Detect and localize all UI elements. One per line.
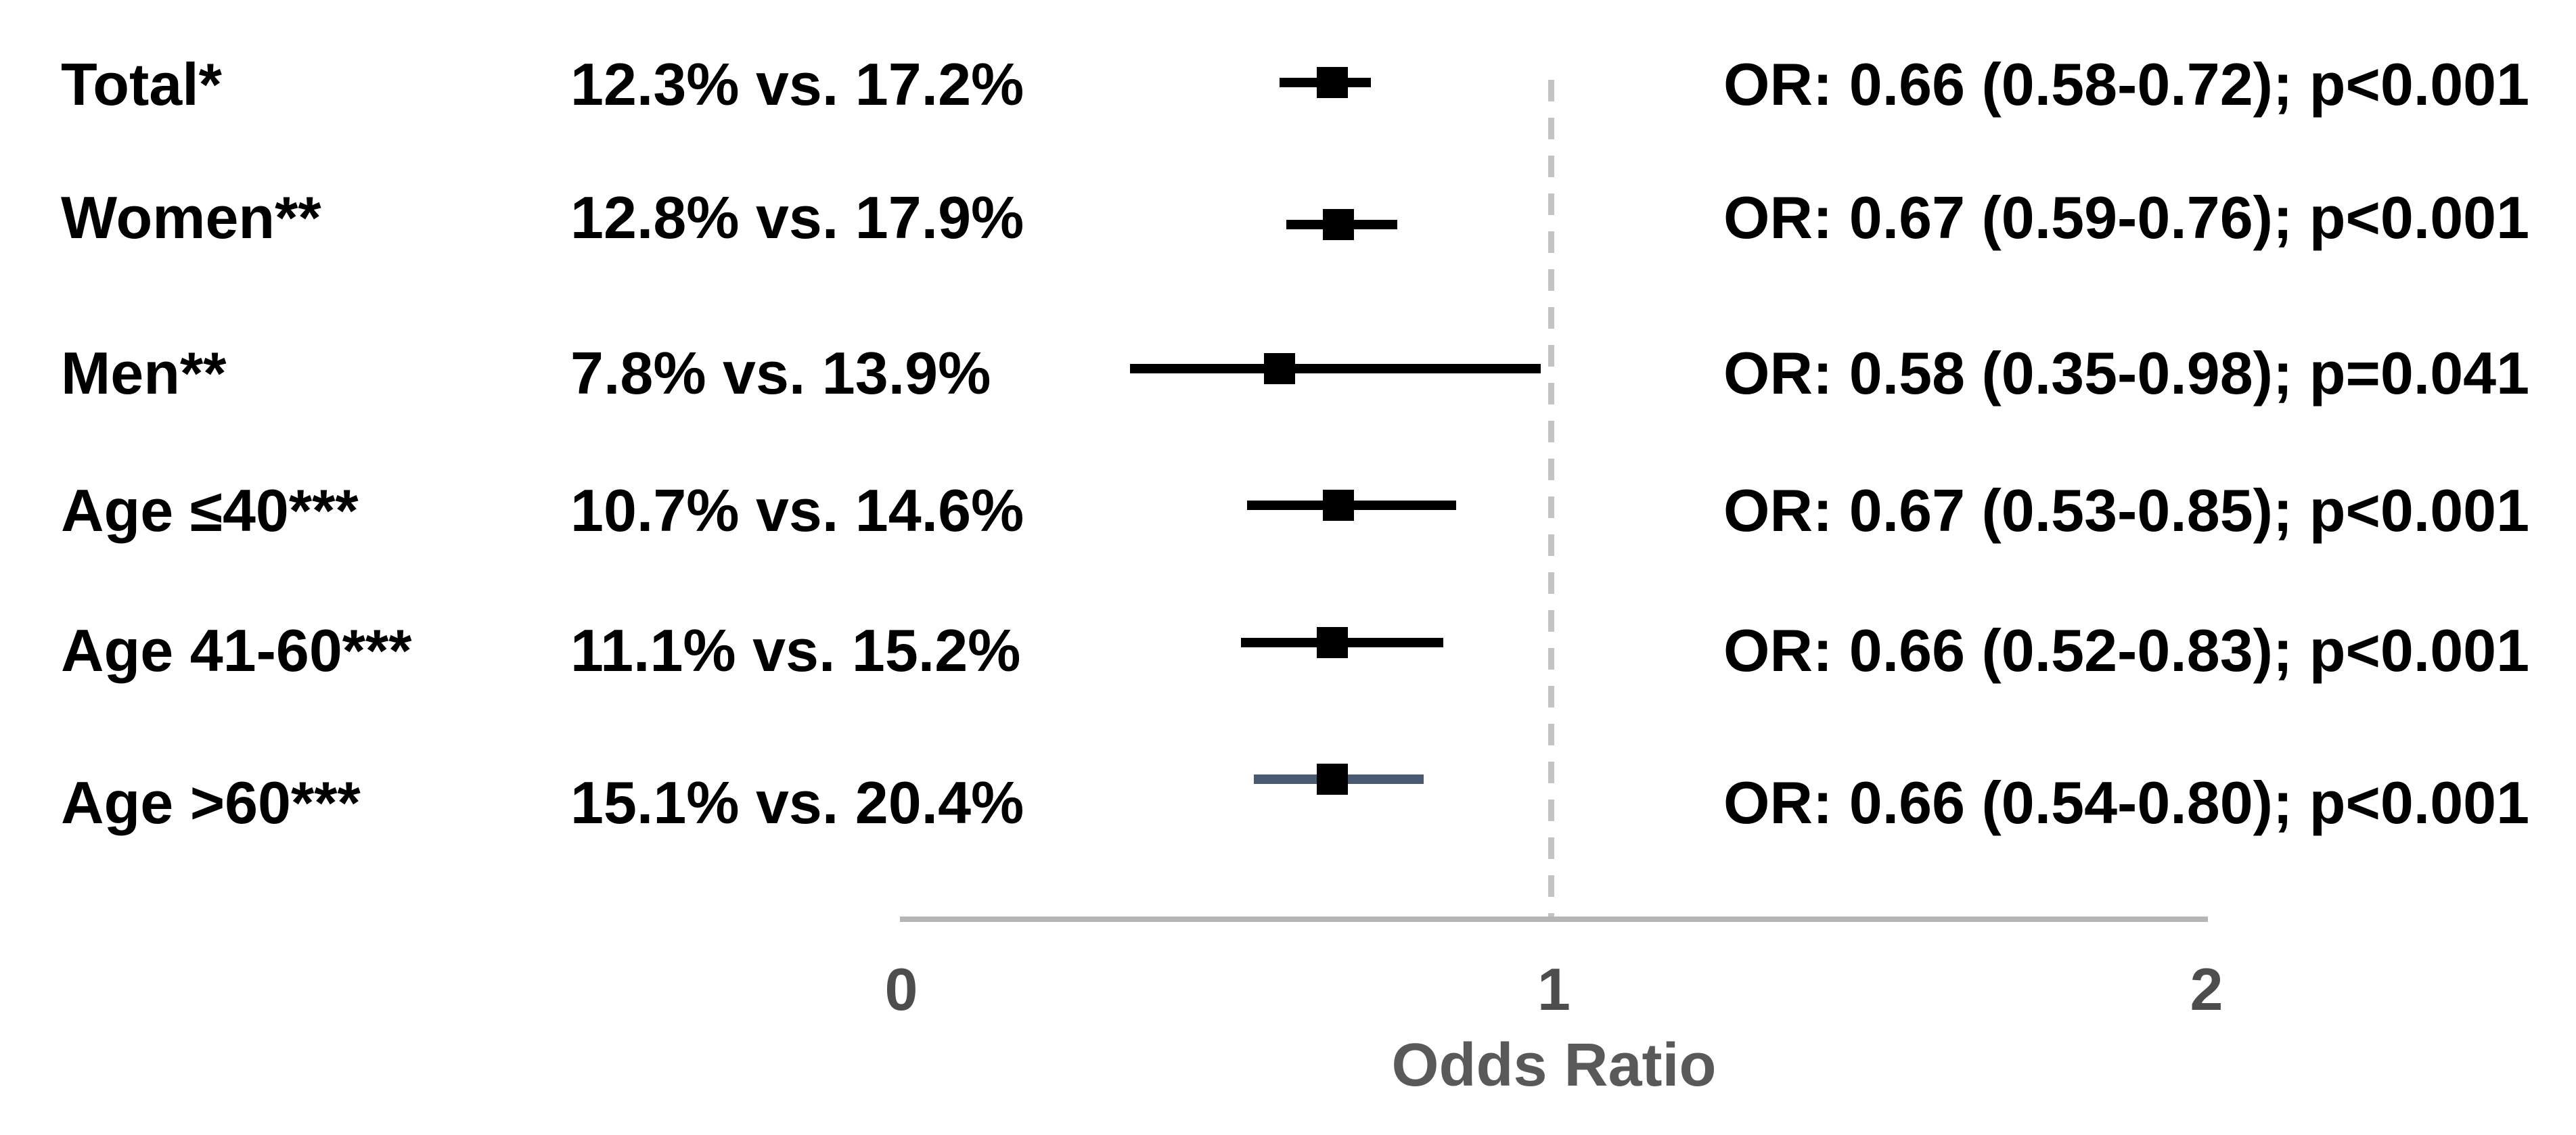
row-or-annotation-age-gt-60: OR: 0.66 (0.54-0.80); p<0.001	[1723, 769, 2530, 836]
row-rates-men: 7.8% vs. 13.9%	[570, 340, 991, 407]
x-axis-tick-1: 1	[1537, 956, 1571, 1023]
row-label-women: Women**	[61, 184, 321, 251]
x-axis-line	[900, 917, 2208, 922]
or-marker-women	[1323, 209, 1355, 240]
or-marker-age-41-60	[1316, 627, 1348, 658]
x-axis-title: Odds Ratio	[1391, 1032, 1717, 1099]
row-label-age-41-60: Age 41-60***	[61, 617, 412, 684]
x-axis-tick-2: 2	[2190, 956, 2223, 1023]
row-or-annotation-total: OR: 0.66 (0.58-0.72); p<0.001	[1723, 51, 2530, 118]
or-marker-age-le-40	[1323, 490, 1355, 521]
row-or-annotation-women: OR: 0.67 (0.59-0.76); p<0.001	[1723, 184, 2530, 251]
row-or-annotation-age-le-40: OR: 0.67 (0.53-0.85); p<0.001	[1723, 477, 2530, 544]
row-rates-age-le-40: 10.7% vs. 14.6%	[570, 477, 1024, 544]
row-label-age-le-40: Age ≤40***	[61, 477, 359, 544]
row-rates-total: 12.3% vs. 17.2%	[570, 51, 1024, 118]
reference-line-or-1	[1547, 80, 1554, 917]
row-label-total: Total*	[61, 51, 222, 118]
row-rates-age-gt-60: 15.1% vs. 20.4%	[570, 769, 1024, 836]
row-rates-women: 12.8% vs. 17.9%	[570, 184, 1024, 251]
or-marker-total	[1316, 67, 1348, 98]
row-label-age-gt-60: Age >60***	[61, 769, 361, 836]
row-label-men: Men**	[61, 340, 227, 407]
or-marker-age-gt-60	[1316, 764, 1348, 795]
or-marker-men	[1264, 353, 1296, 384]
row-or-annotation-men: OR: 0.58 (0.35-0.98); p=0.041	[1723, 340, 2530, 407]
ci-line-men	[1129, 364, 1541, 373]
row-rates-age-41-60: 11.1% vs. 15.2%	[570, 617, 1021, 684]
x-axis-tick-0: 0	[884, 956, 918, 1023]
row-or-annotation-age-41-60: OR: 0.66 (0.52-0.83); p<0.001	[1723, 617, 2530, 684]
